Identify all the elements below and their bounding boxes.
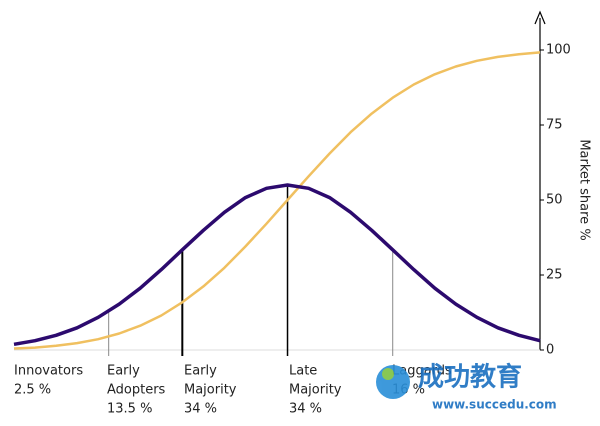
watermark-title: 成功教育	[418, 362, 522, 393]
watermark-url: www.succedu.com	[432, 398, 557, 412]
y-tick-label: 75	[546, 118, 563, 133]
category-label: Majority	[289, 383, 342, 398]
y-tick-label: 25	[546, 268, 563, 283]
share-label: 13.5 %	[107, 402, 152, 417]
watermark-logo-dot	[382, 368, 394, 380]
watermark: 成功教育 www.succedu.com	[376, 362, 557, 412]
series-line	[13, 183, 541, 347]
y-axis-label: Market share %	[577, 139, 592, 240]
series-line	[13, 51, 541, 350]
y-tick-label: 50	[546, 193, 563, 208]
watermark-logo	[376, 365, 410, 399]
share-label: 34 %	[184, 402, 217, 417]
y-tick-label: 0	[546, 343, 554, 358]
category-label: Majority	[184, 383, 237, 398]
share-label: 2.5 %	[14, 383, 51, 398]
category-label: Early	[107, 364, 140, 379]
category-label: Adopters	[107, 383, 166, 398]
share-label: 34 %	[289, 402, 322, 417]
y-axis-arrow	[534, 10, 546, 25]
category-label: Early	[184, 364, 217, 379]
y-tick-label: 100	[546, 43, 571, 58]
category-label: Innovators	[14, 364, 83, 379]
category-label: Late	[289, 364, 317, 379]
